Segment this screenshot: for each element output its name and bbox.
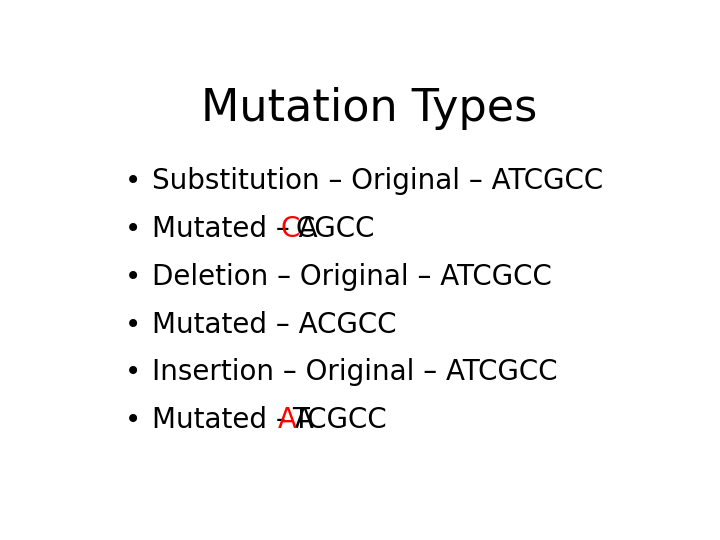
Text: •: • xyxy=(125,310,140,339)
Text: •: • xyxy=(125,359,140,387)
Text: A: A xyxy=(277,406,297,434)
Text: Deletion – Original – ATCGCC: Deletion – Original – ATCGCC xyxy=(152,263,552,291)
Text: •: • xyxy=(125,406,140,434)
Text: Insertion – Original – ATCGCC: Insertion – Original – ATCGCC xyxy=(152,359,557,387)
Text: •: • xyxy=(125,263,140,291)
Text: Mutation Types: Mutation Types xyxy=(201,87,537,130)
Text: Mutated – ACGCC: Mutated – ACGCC xyxy=(152,310,397,339)
Text: CGCC: CGCC xyxy=(295,215,375,243)
Text: •: • xyxy=(125,215,140,243)
Text: C: C xyxy=(280,215,300,243)
Text: TCGCC: TCGCC xyxy=(292,406,387,434)
Text: •: • xyxy=(125,167,140,195)
Text: Mutated - A: Mutated - A xyxy=(152,406,314,434)
Text: Mutated – A: Mutated – A xyxy=(152,215,318,243)
Text: Substitution – Original – ATCGCC: Substitution – Original – ATCGCC xyxy=(152,167,603,195)
